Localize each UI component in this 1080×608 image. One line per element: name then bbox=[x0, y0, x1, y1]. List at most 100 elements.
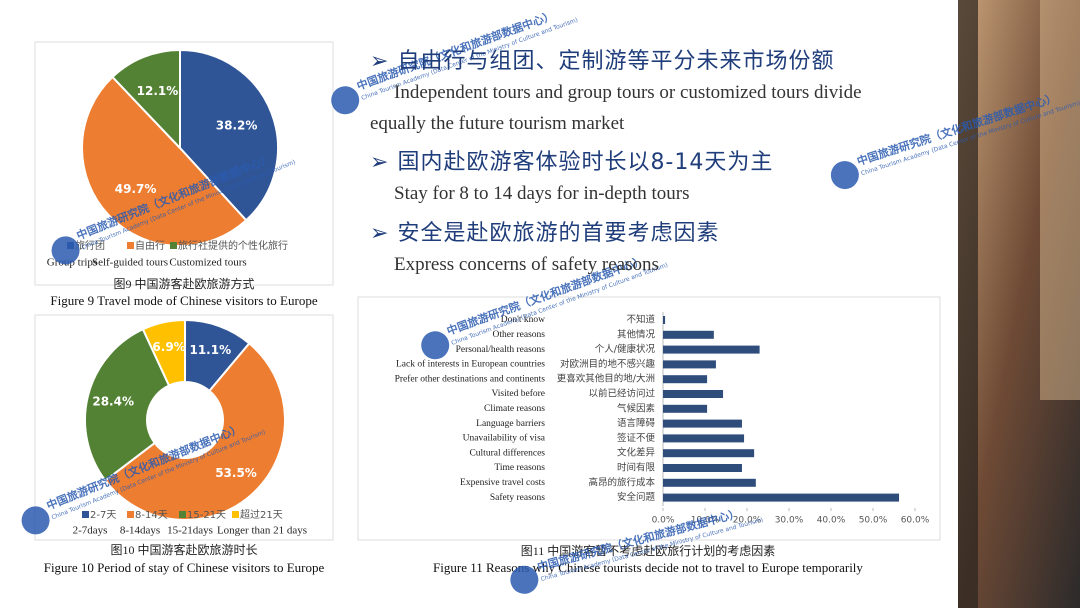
label: 安全问题 bbox=[617, 491, 656, 503]
legend-en: Self-guided tours bbox=[92, 257, 168, 269]
bar bbox=[663, 449, 755, 458]
bullet-title: 国内赴欧游客体验时长以8-14天为主 bbox=[397, 150, 774, 175]
caption: Figure 9 Travel mode of Chinese visitors… bbox=[50, 293, 317, 308]
label: 时间有限 bbox=[617, 462, 656, 474]
label: 53.5% bbox=[215, 466, 257, 480]
label: 旅行团 bbox=[75, 239, 105, 252]
x-tick-label: 30.0% bbox=[775, 516, 804, 526]
label: 6.9% bbox=[152, 340, 185, 354]
bar bbox=[663, 360, 716, 369]
bullet: ➢ 自由行与组团、定制游等平分未来市场份额 Independent tours a… bbox=[370, 47, 910, 139]
legend-swatch bbox=[127, 242, 134, 249]
legend-en: Customized tours bbox=[169, 257, 246, 269]
label: 49.7% bbox=[115, 182, 157, 196]
legend-swatch bbox=[179, 511, 186, 518]
photo-building bbox=[1040, 0, 1080, 400]
x-tick-label: 60.0% bbox=[901, 516, 930, 526]
watermark-logo bbox=[830, 161, 859, 190]
caption: 图11 中国游客暂不考虑赴欧旅行计划的考虑因素 bbox=[521, 543, 776, 558]
bar bbox=[663, 419, 742, 428]
y-tick-label-en: Don't know bbox=[501, 315, 545, 325]
bar bbox=[663, 434, 745, 443]
legend-swatch bbox=[82, 511, 89, 518]
x-tick-label: 10.0% bbox=[691, 516, 720, 526]
caption: 图9 中国游客赴欧旅游方式 bbox=[113, 276, 254, 291]
y-tick-label-en: Visited before bbox=[491, 388, 545, 399]
legend-en: 2-7days bbox=[73, 525, 108, 537]
y-tick-label-en: Expensive travel costs bbox=[460, 478, 545, 488]
watermark-logo bbox=[51, 236, 80, 265]
bar bbox=[663, 375, 708, 384]
caption: 图10 中国游客赴欧旅游时长 bbox=[110, 542, 257, 557]
label: 对欧洲目的地不感兴趣 bbox=[560, 358, 656, 370]
watermark-logo bbox=[421, 331, 450, 360]
y-tick-label-en: Time reasons bbox=[494, 463, 545, 473]
bullet-text: Independent tours and group tours or cus… bbox=[370, 82, 862, 134]
legend-swatch bbox=[232, 511, 239, 518]
legend-swatch bbox=[127, 511, 134, 518]
label: 超过21天 bbox=[240, 508, 283, 521]
legend-en: Longer than 21 days bbox=[217, 525, 307, 537]
label: 11.1% bbox=[189, 343, 231, 357]
pie-slice bbox=[111, 48, 181, 151]
bullet-text: Express concerns of safety reasons bbox=[394, 254, 659, 275]
label: 不知道 bbox=[626, 314, 655, 326]
y-tick-label-en: Personal/health reasons bbox=[456, 345, 546, 355]
label: 签证不便 bbox=[617, 432, 656, 444]
x-tick-label: 40.0% bbox=[817, 516, 846, 526]
label: 更喜欢其他目的地/大洲 bbox=[557, 373, 655, 385]
panel bbox=[34, 41, 334, 286]
y-tick-label-en: Cultural differences bbox=[469, 447, 545, 458]
x-tick-label: 50.0% bbox=[859, 516, 888, 526]
pie-slice bbox=[81, 75, 248, 247]
bar bbox=[663, 404, 708, 413]
bullet-text: Stay for 8 to 14 days for in-depth tours bbox=[394, 183, 690, 204]
bar bbox=[663, 345, 760, 354]
bar bbox=[663, 464, 742, 472]
bar bbox=[663, 330, 714, 339]
panel bbox=[34, 314, 334, 541]
label: 15-21天 bbox=[187, 510, 226, 521]
y-tick-label-en: Language barriers bbox=[476, 419, 545, 429]
label: 旅行社提供的个性化旅行 bbox=[178, 239, 288, 252]
label: 语言障碍 bbox=[617, 417, 656, 429]
x-tick-label: 0.0% bbox=[652, 516, 675, 526]
watermark-logo bbox=[510, 565, 539, 594]
y-tick-label-en: Climate reasons bbox=[484, 404, 545, 414]
label: 文化差异 bbox=[617, 447, 656, 459]
legend-en: 8-14days bbox=[120, 525, 160, 537]
y-tick-label-en: Safety reasons bbox=[490, 492, 545, 503]
watermark-logo bbox=[21, 506, 50, 535]
bar bbox=[663, 493, 900, 502]
bar bbox=[663, 316, 666, 324]
photo-shade bbox=[958, 0, 978, 608]
label: 2-7天 bbox=[90, 510, 116, 521]
label: 28.4% bbox=[92, 395, 134, 409]
legend-en: 15-21days bbox=[167, 525, 213, 537]
label: 以前已经访问过 bbox=[588, 388, 655, 400]
bullet-title: 自由行与组团、定制游等平分未来市场份额 bbox=[397, 49, 835, 74]
bullet: ➢ 国内赴欧游客体验时长以8-14天为主 Stay for 8 to 14 day… bbox=[370, 148, 910, 209]
label: 自由行 bbox=[135, 239, 165, 252]
label: 气候因素 bbox=[617, 402, 656, 414]
bar bbox=[663, 390, 724, 398]
label: 高昂的旅行成本 bbox=[588, 476, 655, 488]
x-tick-label: 20.0% bbox=[733, 516, 762, 526]
caption: Figure 11 Reasons why Chinese tourists d… bbox=[433, 560, 863, 575]
pie-slice bbox=[179, 48, 279, 222]
y-tick-label-en: Unavailability of visa bbox=[463, 433, 546, 444]
label: 12.1% bbox=[137, 84, 179, 98]
y-tick-label-en: Lack of interests in European countries bbox=[396, 359, 545, 370]
bullet: ➢ 安全是赴欧旅游的首要考虑因素 Express concerns of safe… bbox=[370, 219, 910, 280]
pie-slice bbox=[141, 318, 186, 387]
caption: Figure 10 Period of stay of Chinese visi… bbox=[44, 560, 325, 575]
y-tick-label-en: Other reasons bbox=[493, 330, 546, 340]
label: 38.2% bbox=[216, 118, 258, 132]
bullet-title: 安全是赴欧旅游的首要考虑因素 bbox=[397, 221, 720, 246]
label: 8-14天 bbox=[135, 510, 168, 521]
y-tick-label-en: Prefer other destinations and continents bbox=[395, 373, 546, 384]
label: 其他情况 bbox=[617, 328, 656, 340]
panel bbox=[357, 296, 941, 541]
